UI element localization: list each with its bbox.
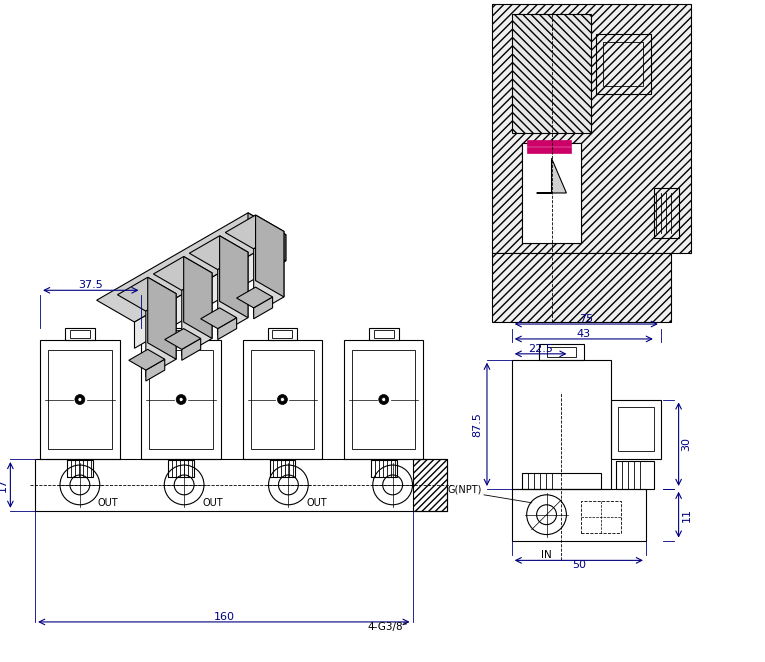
Polygon shape — [522, 144, 581, 243]
Circle shape — [281, 397, 285, 401]
Bar — [268, 328, 298, 340]
Text: 37.5: 37.5 — [79, 280, 103, 291]
Circle shape — [78, 397, 82, 401]
Bar — [492, 253, 671, 322]
Bar — [603, 42, 643, 86]
Polygon shape — [118, 277, 176, 311]
Circle shape — [179, 397, 183, 401]
Bar — [512, 15, 591, 134]
Bar — [371, 460, 396, 477]
Text: 4-G3/8": 4-G3/8" — [368, 622, 409, 632]
Polygon shape — [154, 257, 212, 291]
Bar — [547, 347, 576, 357]
Bar — [35, 459, 448, 510]
Bar — [272, 330, 292, 338]
Polygon shape — [225, 215, 284, 249]
Bar — [269, 460, 295, 477]
Polygon shape — [218, 252, 248, 335]
Bar — [166, 328, 196, 340]
Bar — [67, 460, 93, 477]
Bar — [522, 473, 601, 489]
Bar — [618, 407, 654, 451]
Text: G(NPT): G(NPT) — [448, 485, 482, 495]
Bar — [522, 144, 581, 243]
Text: 43: 43 — [577, 329, 591, 339]
Text: OUT: OUT — [306, 498, 327, 508]
Bar — [539, 344, 584, 359]
Polygon shape — [148, 277, 176, 359]
Bar — [70, 330, 90, 338]
Circle shape — [379, 395, 389, 404]
Polygon shape — [536, 158, 566, 193]
Bar — [251, 350, 314, 449]
Circle shape — [278, 395, 288, 404]
Bar — [369, 328, 399, 340]
Bar — [243, 340, 322, 459]
Bar — [352, 350, 415, 449]
Polygon shape — [218, 318, 236, 340]
Text: 17: 17 — [0, 478, 8, 492]
Bar — [168, 460, 194, 477]
Polygon shape — [146, 294, 176, 377]
Text: 30: 30 — [682, 437, 692, 451]
Bar — [492, 5, 691, 253]
Bar — [611, 399, 661, 459]
Circle shape — [75, 395, 85, 404]
Bar — [149, 350, 213, 449]
Text: OUT: OUT — [202, 498, 223, 508]
Polygon shape — [184, 257, 212, 338]
Polygon shape — [182, 273, 212, 356]
Polygon shape — [256, 215, 284, 297]
Bar — [142, 340, 221, 459]
Bar — [344, 340, 423, 459]
Polygon shape — [236, 287, 272, 308]
Bar — [616, 461, 654, 489]
Circle shape — [382, 397, 386, 401]
Polygon shape — [190, 236, 248, 269]
Polygon shape — [96, 213, 286, 322]
Text: 87.5: 87.5 — [472, 412, 482, 437]
Polygon shape — [254, 297, 272, 319]
Text: IN: IN — [541, 550, 552, 561]
Bar — [526, 148, 571, 154]
Bar — [581, 500, 621, 532]
Polygon shape — [182, 338, 200, 360]
Text: OUT: OUT — [98, 498, 119, 508]
Text: 11: 11 — [682, 508, 692, 522]
Bar — [412, 459, 448, 510]
Polygon shape — [135, 235, 286, 348]
Text: 75: 75 — [579, 314, 594, 324]
Bar — [654, 188, 679, 238]
Bar — [512, 489, 646, 540]
Bar — [526, 140, 571, 146]
Bar — [512, 359, 611, 489]
Polygon shape — [129, 350, 164, 370]
Polygon shape — [254, 232, 284, 314]
Text: 160: 160 — [213, 612, 234, 622]
Text: 22.5: 22.5 — [528, 344, 553, 354]
Polygon shape — [164, 328, 200, 350]
Bar — [40, 340, 119, 459]
Bar — [596, 34, 651, 94]
Polygon shape — [146, 359, 164, 381]
Bar — [171, 330, 191, 338]
Polygon shape — [248, 213, 286, 261]
Text: 50: 50 — [571, 560, 586, 571]
Circle shape — [176, 395, 186, 404]
Polygon shape — [220, 236, 248, 318]
Bar — [374, 330, 394, 338]
Polygon shape — [200, 308, 236, 328]
Bar — [48, 350, 112, 449]
Bar — [65, 328, 95, 340]
